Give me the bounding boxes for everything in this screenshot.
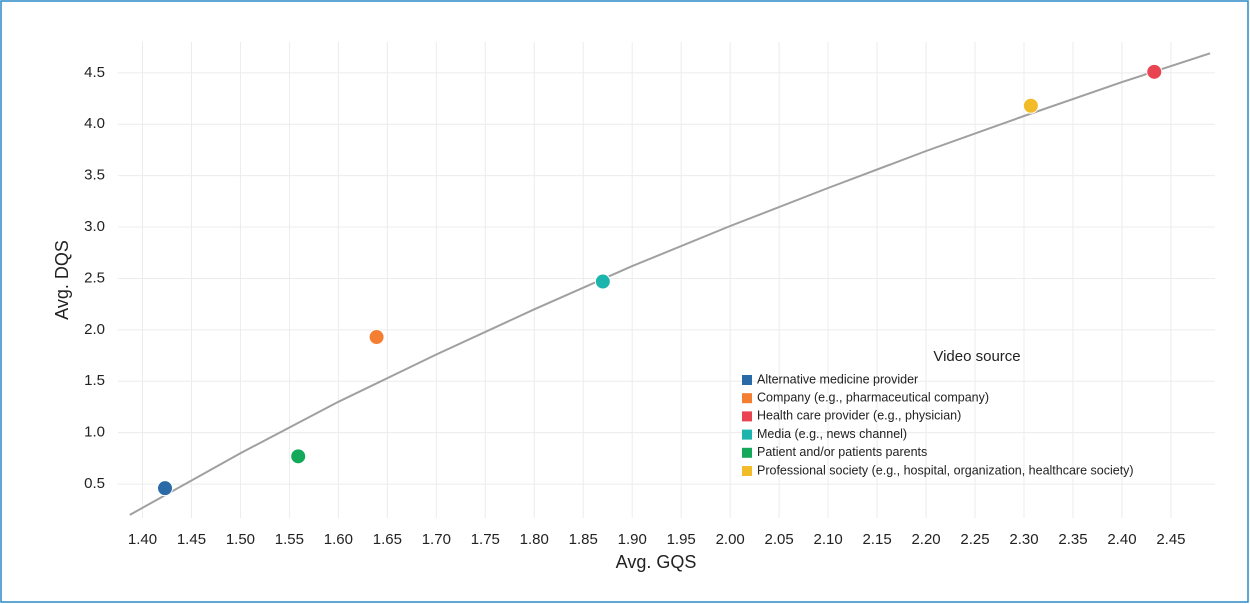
legend-label: Media (e.g., news channel) — [757, 427, 907, 441]
legend-swatch — [742, 411, 752, 422]
x-tick-label: 1.95 — [667, 531, 696, 548]
data-point — [594, 273, 611, 290]
data-point — [368, 329, 385, 346]
y-tick-label: 2.5 — [84, 269, 105, 286]
x-tick-label: 1.80 — [520, 531, 549, 548]
x-tick-label: 1.65 — [373, 531, 402, 548]
x-tick-label: 1.40 — [128, 531, 157, 548]
x-tick-label: 2.35 — [1058, 531, 1087, 548]
data-point — [157, 480, 174, 497]
x-tick-label: 1.75 — [471, 531, 500, 548]
legend-label: Alternative medicine provider — [757, 372, 918, 386]
data-point — [1146, 63, 1163, 80]
x-axis-title: Avg. GQS — [616, 552, 697, 572]
data-point — [290, 448, 307, 465]
x-tick-label: 2.00 — [716, 531, 745, 548]
y-axis-title: Avg. DQS — [52, 240, 72, 320]
x-tick-label: 1.45 — [177, 531, 206, 548]
x-tick-label: 2.05 — [765, 531, 794, 548]
legend-label: Patient and/or patients parents — [757, 445, 927, 459]
y-tick-label: 0.5 — [84, 475, 105, 492]
y-tick-label: 1.5 — [84, 372, 105, 389]
legend-label: Company (e.g., pharmaceutical company) — [757, 390, 989, 404]
legend-swatch — [742, 466, 752, 476]
legend-swatch — [742, 429, 752, 440]
x-tick-label: 1.60 — [324, 531, 353, 548]
legend-swatch — [742, 375, 752, 385]
legend-swatch — [742, 393, 752, 404]
x-tick-label: 1.90 — [618, 531, 647, 548]
x-tick-label: 1.85 — [569, 531, 598, 548]
legend-swatch — [742, 447, 752, 458]
data-point — [1022, 97, 1039, 114]
legend-label: Health care provider (e.g., physician) — [757, 409, 961, 423]
x-tick-label: 2.40 — [1107, 531, 1136, 548]
trend-line — [129, 52, 1211, 516]
y-tick-label: 3.0 — [84, 218, 105, 235]
x-tick-label: 1.70 — [422, 531, 451, 548]
y-tick-label: 4.0 — [84, 115, 105, 132]
y-tick-label: 2.0 — [84, 321, 105, 338]
y-tick-label: 4.5 — [84, 64, 105, 81]
y-tick-label: 3.5 — [84, 167, 105, 184]
x-tick-label: 2.45 — [1156, 531, 1185, 548]
y-tick-label: 1.0 — [84, 424, 105, 441]
x-tick-label: 1.50 — [226, 531, 255, 548]
legend-title: Video source — [933, 348, 1020, 365]
x-tick-label: 2.10 — [814, 531, 843, 548]
x-tick-label: 2.20 — [911, 531, 940, 548]
x-tick-label: 1.55 — [275, 531, 304, 548]
legend-label: Professional society (e.g., hospital, or… — [757, 463, 1134, 477]
x-tick-label: 2.15 — [862, 531, 891, 548]
x-tick-label: 2.25 — [960, 531, 989, 548]
x-tick-label: 2.30 — [1009, 531, 1038, 548]
